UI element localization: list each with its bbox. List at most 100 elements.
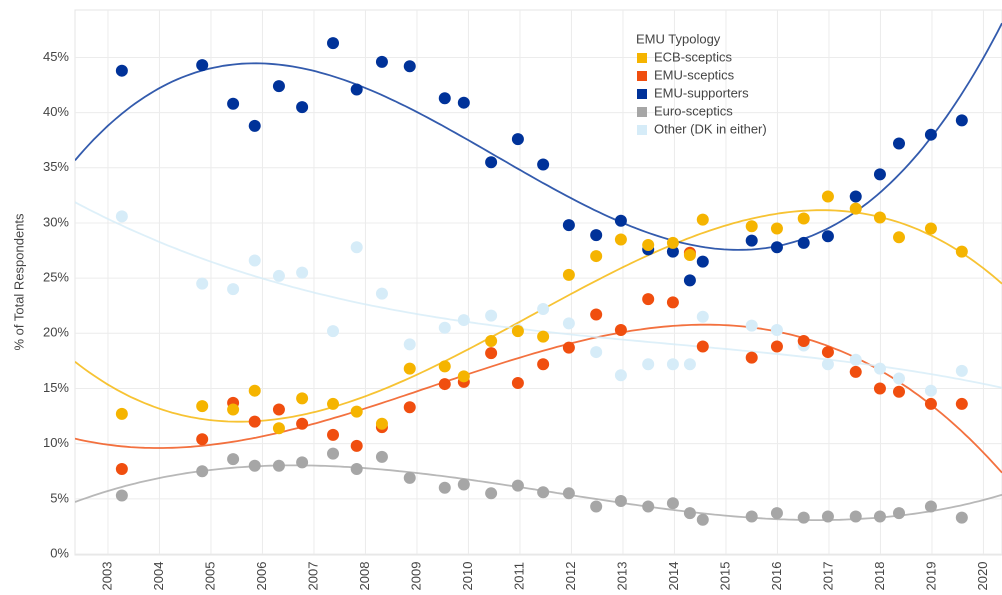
data-point bbox=[770, 507, 783, 520]
data-point bbox=[614, 369, 627, 382]
data-point bbox=[438, 360, 451, 373]
data-point bbox=[227, 283, 240, 296]
x-tick-label: 2011 bbox=[511, 562, 526, 590]
x-tick-label: 2019 bbox=[923, 562, 938, 591]
plot-area bbox=[74, 9, 1002, 556]
y-tick-label: 25% bbox=[43, 270, 69, 285]
data-point bbox=[666, 236, 679, 249]
data-point bbox=[590, 346, 603, 359]
data-point bbox=[375, 287, 388, 300]
data-point bbox=[485, 335, 498, 348]
data-point bbox=[590, 250, 603, 263]
data-point bbox=[438, 481, 451, 494]
data-point bbox=[511, 376, 524, 389]
data-point bbox=[873, 168, 886, 181]
data-point bbox=[893, 231, 905, 244]
data-point bbox=[696, 213, 709, 226]
data-point bbox=[821, 346, 834, 359]
data-point bbox=[115, 210, 128, 223]
data-point bbox=[797, 335, 810, 348]
x-tick-label: 2010 bbox=[460, 562, 475, 591]
data-point bbox=[849, 365, 862, 378]
data-point bbox=[893, 372, 905, 385]
data-point bbox=[745, 351, 758, 364]
x-tick-label: 2017 bbox=[820, 562, 835, 591]
x-tick-label: 2020 bbox=[975, 562, 990, 591]
data-point bbox=[457, 314, 470, 327]
legend-label: EMU-supporters bbox=[654, 85, 749, 100]
legend-title: EMU Typology bbox=[636, 31, 721, 46]
y-tick-label: 40% bbox=[43, 104, 69, 119]
data-point bbox=[924, 500, 937, 513]
data-point bbox=[403, 60, 416, 73]
data-point bbox=[403, 362, 416, 375]
x-tick-label: 2005 bbox=[202, 562, 217, 591]
data-point bbox=[537, 330, 550, 343]
data-point bbox=[797, 212, 810, 225]
data-point bbox=[562, 487, 575, 500]
data-point bbox=[849, 202, 862, 215]
data-point bbox=[272, 403, 285, 416]
data-point bbox=[196, 400, 209, 413]
data-point bbox=[457, 478, 470, 491]
data-point bbox=[683, 507, 696, 520]
data-point bbox=[511, 133, 524, 146]
y-tick-label: 20% bbox=[43, 325, 69, 340]
data-point bbox=[745, 220, 758, 233]
data-point bbox=[770, 340, 783, 353]
data-point bbox=[683, 274, 696, 287]
data-point bbox=[272, 422, 285, 435]
x-tick-label: 2016 bbox=[769, 562, 784, 591]
data-point bbox=[893, 507, 905, 520]
data-point bbox=[327, 428, 340, 441]
data-point bbox=[873, 362, 886, 375]
x-tick-label: 2018 bbox=[872, 562, 887, 591]
legend-label: Other (DK in either) bbox=[654, 121, 767, 136]
data-point bbox=[296, 456, 309, 469]
data-point bbox=[590, 308, 603, 321]
data-point bbox=[745, 510, 758, 523]
data-point bbox=[642, 293, 655, 306]
legend-swatch bbox=[637, 71, 647, 81]
data-point bbox=[375, 450, 388, 463]
plot-layer bbox=[75, 22, 1002, 526]
data-point bbox=[614, 495, 627, 508]
data-point bbox=[614, 233, 627, 246]
legend-label: Euro-sceptics bbox=[654, 103, 733, 118]
data-point bbox=[614, 214, 627, 227]
x-tick-label: 2007 bbox=[305, 562, 320, 591]
data-point bbox=[770, 241, 783, 254]
data-point bbox=[666, 497, 679, 510]
data-point bbox=[666, 296, 679, 309]
data-point bbox=[196, 465, 209, 478]
data-point bbox=[537, 358, 550, 371]
data-point bbox=[350, 405, 363, 418]
y-tick-label: 0% bbox=[50, 545, 69, 560]
data-point bbox=[924, 384, 937, 397]
data-point bbox=[296, 101, 309, 114]
data-point bbox=[666, 245, 679, 258]
data-point bbox=[485, 156, 498, 169]
data-point bbox=[375, 417, 388, 430]
y-axis-label: % of Total Respondents bbox=[11, 213, 26, 351]
data-point bbox=[350, 241, 363, 254]
legend-swatch bbox=[637, 53, 647, 63]
data-point bbox=[248, 254, 261, 267]
data-point bbox=[485, 309, 498, 322]
data-point bbox=[350, 463, 363, 476]
y-tick-label: 35% bbox=[43, 159, 69, 174]
data-point bbox=[115, 463, 128, 476]
data-point bbox=[849, 510, 862, 523]
legend-label: ECB-sceptics bbox=[654, 49, 733, 64]
data-point bbox=[457, 370, 470, 383]
data-point bbox=[248, 384, 261, 397]
trend-line bbox=[75, 323, 1002, 474]
y-tick-label: 5% bbox=[50, 490, 69, 505]
data-point bbox=[683, 248, 696, 261]
data-point bbox=[696, 340, 709, 353]
data-point bbox=[511, 479, 524, 492]
data-point bbox=[457, 96, 470, 109]
data-point bbox=[272, 80, 285, 93]
legend-swatch bbox=[637, 89, 647, 99]
data-point bbox=[797, 511, 810, 524]
